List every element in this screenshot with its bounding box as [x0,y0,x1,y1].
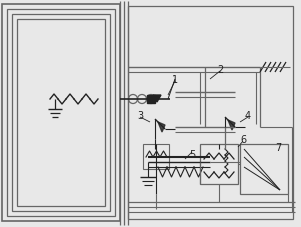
Bar [147,96,155,104]
Text: 1: 1 [172,75,178,85]
Bar [200,144,238,184]
Bar [2,5,120,221]
Bar [17,20,105,206]
Text: 7: 7 [275,142,281,152]
Polygon shape [158,122,165,132]
Bar [12,15,110,211]
Text: 5: 5 [189,149,195,159]
Bar [240,144,288,194]
Polygon shape [228,121,235,131]
Text: 4: 4 [245,111,251,121]
Text: 2: 2 [217,65,223,75]
Bar [7,10,115,216]
Text: 6: 6 [240,134,246,144]
Polygon shape [153,96,161,103]
Bar [128,7,293,219]
Text: 3: 3 [137,111,143,121]
Bar [143,144,169,169]
